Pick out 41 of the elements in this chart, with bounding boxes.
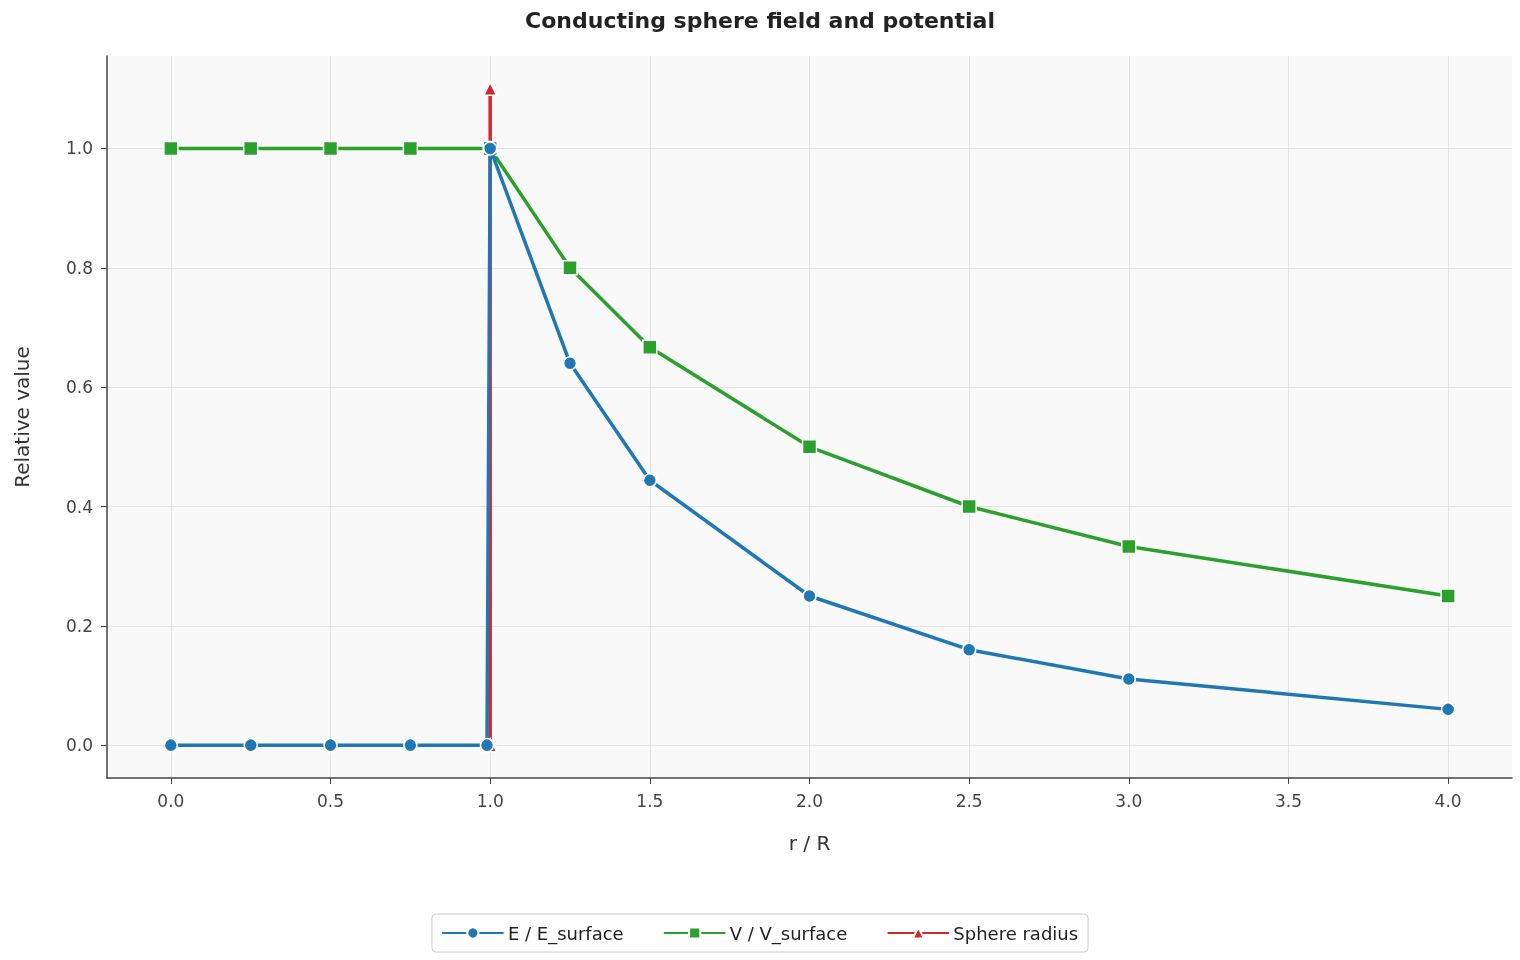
x-tick-label: 1.5 [636, 790, 664, 811]
point [403, 737, 418, 753]
point [402, 140, 419, 157]
x-tick-label: 2.0 [795, 790, 824, 811]
point [802, 588, 817, 604]
point [1440, 588, 1456, 604]
legend-label: Sphere radius [953, 922, 1079, 944]
y-tick-label: 0.4 [65, 496, 93, 517]
point [562, 356, 578, 371]
point [562, 260, 578, 276]
point [242, 140, 259, 157]
x-tick-label: 1.0 [476, 790, 504, 811]
point [801, 439, 818, 455]
y-axis-title: Relative value [10, 346, 34, 488]
point [961, 498, 977, 515]
point [322, 140, 339, 157]
chart-title: Conducting sphere field and potential [525, 7, 995, 33]
point [323, 737, 338, 753]
point [1121, 671, 1137, 687]
x-tick-label: 4.0 [1434, 790, 1462, 811]
y-tick-label: 1.0 [65, 138, 93, 159]
legend-label: V / V_surface [729, 922, 848, 945]
y-tick-label: 0.2 [65, 615, 93, 636]
point [642, 339, 658, 355]
point [961, 642, 977, 657]
point [163, 737, 179, 753]
point [163, 140, 179, 157]
legend-label: E / E_surface [507, 922, 624, 945]
point [243, 737, 258, 753]
y-tick-label: 0.6 [65, 377, 93, 398]
y-tick-label: 0.0 [65, 735, 93, 756]
x-axis-title: r / R [788, 831, 831, 855]
point [1121, 538, 1137, 555]
x-tick-label: 3.0 [1115, 790, 1143, 811]
x-tick-label: 0.5 [317, 790, 345, 811]
point [642, 473, 658, 488]
point [1440, 702, 1456, 717]
x-tick-label: 2.5 [955, 790, 983, 811]
x-tick-label: 0.0 [157, 790, 185, 811]
x-tick-label: 3.5 [1274, 790, 1302, 811]
y-tick-label: 0.8 [65, 257, 93, 278]
